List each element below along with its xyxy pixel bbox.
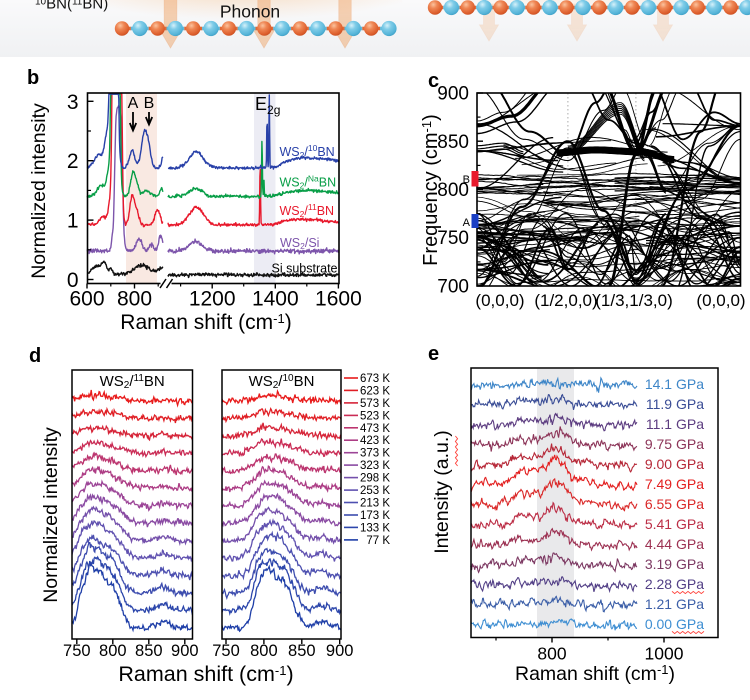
svg-text:WS2/10BN: WS2/10BN — [249, 373, 315, 391]
svg-text:600: 600 — [69, 288, 104, 311]
svg-text:WS2/11BN: WS2/11BN — [100, 373, 165, 391]
svg-text:WS2/NaBN: WS2/NaBN — [280, 174, 337, 191]
svg-text:323 K: 323 K — [360, 460, 390, 472]
svg-text:14.1 GPa: 14.1 GPa — [645, 376, 704, 392]
svg-text:1.21 GPa: 1.21 GPa — [645, 596, 704, 612]
svg-text:(1/3,1/3,0): (1/3,1/3,0) — [595, 291, 673, 310]
svg-text:800: 800 — [99, 642, 127, 660]
svg-text:750: 750 — [437, 228, 469, 249]
svg-text:850: 850 — [288, 642, 316, 660]
svg-text:Raman shift (cm-1): Raman shift (cm-1) — [515, 662, 675, 685]
svg-text:11.9 GPa: 11.9 GPa — [646, 396, 704, 412]
svg-text:Frequency (cm-1): Frequency (cm-1) — [419, 114, 442, 266]
svg-text:900: 900 — [326, 642, 354, 660]
svg-text:5.41 GPa: 5.41 GPa — [645, 516, 704, 532]
svg-text:11.1 GPa: 11.1 GPa — [646, 416, 704, 432]
svg-text:WS2/Si: WS2/Si — [280, 236, 319, 251]
svg-text:573 K: 573 K — [360, 398, 390, 410]
svg-text:(0,0,0): (0,0,0) — [696, 291, 745, 310]
svg-text:1000: 1000 — [645, 644, 684, 664]
svg-text:900: 900 — [171, 642, 199, 660]
svg-text:6.55 GPa: 6.55 GPa — [645, 496, 704, 512]
svg-text:Normalized intensity: Normalized intensity — [40, 427, 62, 603]
svg-text:3.19 GPa: 3.19 GPa — [645, 556, 704, 572]
svg-text:WS2/10BN: WS2/10BN — [280, 143, 335, 160]
svg-text:b: b — [27, 67, 39, 89]
svg-text:Normalized intensity: Normalized intensity — [28, 103, 50, 279]
svg-text:1: 1 — [67, 210, 79, 233]
svg-text:3: 3 — [67, 91, 79, 114]
svg-text:173 K: 173 K — [360, 510, 390, 522]
svg-text:WS2/11BN: WS2/11BN — [280, 202, 335, 219]
svg-text:800: 800 — [117, 288, 152, 311]
svg-text:2.28 GPa: 2.28 GPa — [645, 576, 704, 592]
svg-text:900: 900 — [437, 84, 469, 105]
svg-text:673 K: 673 K — [360, 373, 390, 385]
svg-text:c: c — [428, 70, 439, 92]
svg-text:850: 850 — [135, 642, 163, 660]
svg-text:800: 800 — [537, 644, 566, 664]
svg-text:Phonon: Phonon — [220, 2, 280, 22]
svg-text:473 K: 473 K — [360, 423, 390, 435]
svg-text:10BN(11BN): 10BN(11BN) — [35, 0, 108, 13]
svg-text:Si substrate: Si substrate — [272, 262, 338, 276]
svg-text:d: d — [29, 345, 41, 367]
svg-text:4.44 GPa: 4.44 GPa — [645, 536, 704, 552]
svg-text:213 K: 213 K — [360, 498, 390, 510]
svg-text:423 K: 423 K — [360, 435, 390, 447]
svg-text:(0,0,0): (0,0,0) — [475, 291, 524, 310]
svg-text:298 K: 298 K — [360, 473, 390, 485]
svg-text:B: B — [144, 95, 155, 112]
svg-text:Intensity (a.u.): Intensity (a.u.) — [431, 430, 453, 554]
svg-text:700: 700 — [437, 277, 469, 298]
svg-text:9.00 GPa: 9.00 GPa — [645, 456, 704, 472]
svg-text:1400: 1400 — [252, 288, 299, 311]
svg-text:623 K: 623 K — [360, 385, 390, 397]
svg-text:1200: 1200 — [189, 288, 236, 311]
svg-text:9.75 GPa: 9.75 GPa — [645, 436, 704, 452]
svg-text:800: 800 — [437, 180, 469, 201]
svg-text:A: A — [463, 217, 471, 229]
svg-text:2: 2 — [67, 150, 79, 173]
svg-text:750: 750 — [63, 642, 91, 660]
svg-text:Raman shift (cm-1): Raman shift (cm-1) — [118, 662, 293, 686]
svg-text:B: B — [463, 174, 470, 186]
svg-text:7.49 GPa: 7.49 GPa — [645, 476, 704, 492]
svg-text:800: 800 — [250, 642, 278, 660]
svg-text:373 K: 373 K — [360, 448, 390, 460]
svg-text:133 K: 133 K — [360, 522, 390, 534]
svg-text:A: A — [128, 95, 139, 112]
svg-text:253 K: 253 K — [360, 485, 390, 497]
svg-text:(1/2,0,0): (1/2,0,0) — [534, 291, 597, 310]
svg-text:77 K: 77 K — [366, 535, 390, 547]
svg-text:0: 0 — [67, 269, 79, 292]
svg-text:1600: 1600 — [315, 288, 362, 311]
svg-text:Raman shift (cm-1): Raman shift (cm-1) — [120, 311, 291, 334]
svg-text:523 K: 523 K — [360, 410, 390, 422]
svg-text:0.00 GPa: 0.00 GPa — [645, 616, 704, 632]
svg-text:750: 750 — [212, 642, 240, 660]
svg-text:e: e — [428, 343, 439, 365]
svg-text:850: 850 — [437, 132, 469, 153]
